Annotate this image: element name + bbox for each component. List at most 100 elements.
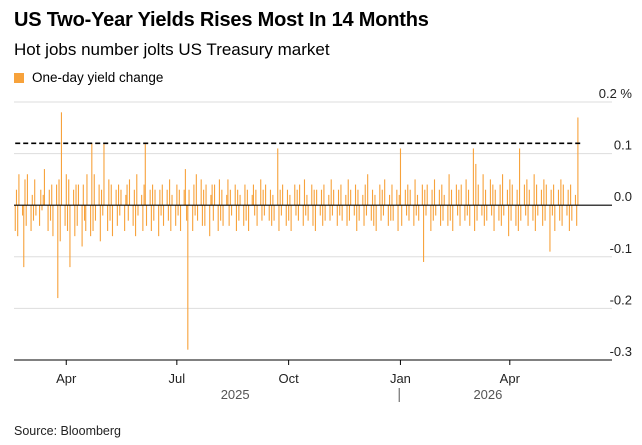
bar	[272, 194, 274, 206]
bar	[119, 205, 121, 216]
chart-title: US Two-Year Yields Rises Most In 14 Mont…	[14, 9, 429, 31]
y-tick-label: 0.0	[614, 189, 632, 204]
y-tick-label: 0.2 %	[599, 86, 633, 101]
bar	[387, 205, 389, 226]
bar	[570, 184, 572, 206]
bar	[413, 205, 415, 226]
bar	[56, 184, 58, 206]
bar	[319, 205, 321, 216]
source-note: Source: Bloomberg	[14, 424, 122, 438]
bar	[86, 174, 88, 206]
bar	[295, 205, 297, 216]
bar	[94, 205, 97, 221]
bar	[85, 205, 87, 231]
bar	[35, 205, 37, 216]
bar	[118, 184, 120, 206]
bar	[252, 184, 254, 206]
bar	[175, 205, 177, 226]
bar	[467, 189, 470, 206]
bar	[457, 205, 459, 216]
bar	[125, 194, 127, 206]
bar	[127, 205, 129, 221]
bar	[201, 205, 203, 226]
bar	[398, 194, 400, 206]
bar	[435, 205, 437, 216]
bar	[557, 189, 560, 206]
bar	[430, 205, 432, 231]
bar	[77, 184, 80, 206]
bar	[194, 205, 196, 216]
bar	[42, 194, 44, 206]
bar	[64, 205, 66, 226]
bar	[107, 205, 109, 231]
bar	[486, 205, 488, 221]
bar	[142, 205, 144, 231]
bar	[502, 174, 504, 206]
bar	[450, 189, 453, 206]
bar	[508, 205, 510, 237]
bar	[511, 184, 513, 206]
bar	[489, 179, 491, 206]
bar	[448, 174, 450, 206]
bar	[458, 189, 460, 206]
bar	[303, 179, 306, 206]
bar	[532, 205, 534, 221]
bar	[128, 179, 131, 206]
bar	[472, 148, 474, 206]
bar	[32, 205, 35, 221]
bar	[76, 205, 78, 226]
bar	[109, 205, 111, 221]
bar	[65, 174, 67, 206]
bar	[509, 179, 511, 206]
bar	[567, 189, 569, 206]
bar	[442, 205, 444, 221]
bar	[48, 189, 50, 206]
bar	[161, 184, 163, 206]
bar	[397, 205, 399, 231]
bar	[374, 194, 376, 206]
bar	[188, 189, 190, 206]
bar	[158, 205, 160, 237]
bar	[288, 205, 290, 221]
bar	[388, 194, 391, 206]
bar	[124, 205, 126, 231]
bar	[187, 205, 189, 350]
bar	[414, 179, 416, 206]
bar	[220, 205, 222, 221]
bar	[474, 205, 476, 231]
bar	[409, 189, 411, 206]
bar	[120, 189, 122, 206]
bar	[365, 205, 368, 216]
bar	[255, 189, 257, 206]
bar	[286, 189, 289, 206]
bar	[452, 205, 454, 231]
bar	[14, 205, 16, 231]
bar	[204, 205, 206, 226]
bar	[262, 189, 264, 206]
bar	[533, 174, 535, 206]
bar	[375, 205, 377, 231]
y-tick-label: -0.1	[610, 241, 632, 256]
bar	[200, 179, 202, 206]
bar	[373, 205, 375, 226]
y-tick-label: -0.3	[610, 344, 632, 359]
bar	[212, 205, 214, 221]
bar	[59, 205, 61, 242]
bar	[560, 179, 562, 206]
bar	[248, 205, 250, 231]
bar	[152, 184, 154, 206]
bar	[15, 189, 18, 206]
bar	[136, 174, 138, 206]
bar	[99, 205, 101, 242]
bar	[153, 205, 155, 221]
x-tick-label: Jan	[390, 371, 411, 386]
bar	[354, 184, 357, 206]
bar	[493, 205, 495, 231]
legend-swatch	[14, 72, 24, 83]
bar	[553, 184, 555, 206]
x-tick-label: Apr	[56, 371, 77, 386]
bar	[542, 205, 544, 226]
bar	[111, 205, 114, 237]
bar	[305, 205, 307, 216]
bar	[447, 205, 449, 226]
